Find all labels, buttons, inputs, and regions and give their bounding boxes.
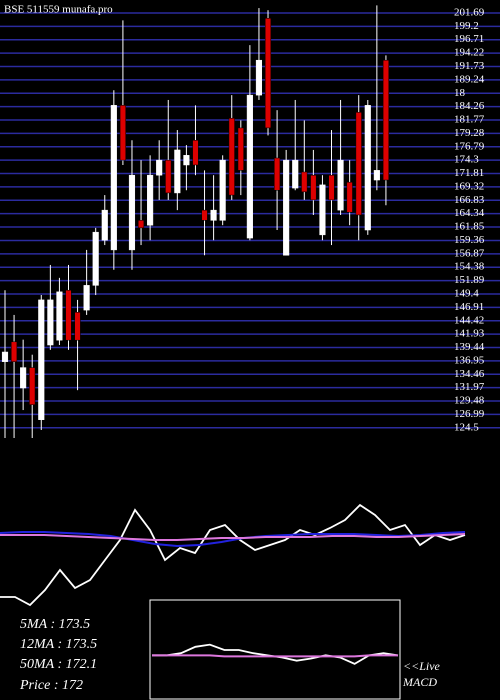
y-tick-label: 129.48 [454,395,485,407]
y-tick-label: 191.73 [454,60,485,72]
candle-body [219,159,226,221]
candle-body [119,105,126,161]
chart-title: BSE 511559 munafa.pro [4,4,113,16]
candle-body [11,341,18,362]
y-tick-label: 199.2 [454,20,479,32]
candle-body [156,159,163,176]
candle-body [237,127,244,171]
candle-body [283,159,290,256]
y-tick-label: 139.44 [454,341,485,353]
candle-body [65,289,72,341]
candle-body [373,170,380,181]
candle-body [264,18,272,129]
y-tick-label: 18 [454,87,466,99]
candle-body [301,171,308,193]
stat: Price : 172 [19,678,83,693]
macd-label: MACD [402,675,437,689]
y-tick-label: 144.42 [454,314,484,326]
candle-body [292,159,299,189]
candle-body [92,231,99,286]
candle-body [346,181,353,213]
candle-body [364,105,371,231]
y-tick-label: 124.5 [454,421,479,433]
candle-body [110,105,117,251]
indicator-line [0,531,466,548]
y-tick-label: 131.97 [454,381,485,393]
candle-body [183,155,190,166]
indicator-line [152,654,398,658]
y-tick-label: 146.91 [454,301,484,313]
y-tick-label: 126.99 [454,408,485,420]
stat: 12MA : 173.5 [20,637,97,652]
candle-body [20,367,27,389]
indicator-line [0,503,466,607]
y-tick-label: 201.69 [454,6,485,18]
candle-body [83,285,90,311]
candle-body [382,59,389,181]
y-tick-label: 196.71 [454,33,484,45]
y-tick-label: 156.87 [454,247,485,259]
candle-body [137,220,145,229]
candle-body [319,184,326,236]
y-tick-label: 181.77 [454,114,485,126]
candle-body [165,159,172,194]
y-tick-label: 136.95 [454,354,485,366]
candle-body [201,209,208,221]
y-tick-label: 149.4 [454,288,479,300]
candle-body [228,117,235,196]
candle-body [174,149,181,194]
stat: 50MA : 172.1 [20,657,97,672]
candle-body [147,174,154,226]
candle-body [29,367,36,405]
y-tick-label: 159.36 [454,234,485,246]
candle-body [337,159,344,211]
y-tick-label: 176.79 [454,140,485,152]
candle-body [192,140,199,166]
indicator-line [0,533,466,541]
candle-body [74,311,81,341]
candle-body [246,94,253,239]
y-tick-label: 179.28 [454,127,485,139]
y-tick-label: 174.3 [454,154,479,166]
y-tick-label: 164.34 [454,207,485,219]
live-link[interactable]: <<Live [403,659,441,673]
candle-body [255,59,263,96]
indicator-line [152,643,399,665]
y-tick-label: 151.89 [454,274,485,286]
y-tick-label: 161.85 [454,221,485,233]
candle-body [1,351,9,362]
y-tick-label: 171.81 [454,167,484,179]
y-tick-label: 189.24 [454,73,485,85]
candle-body [210,209,217,221]
y-tick-label: 166.83 [454,194,485,206]
macd-frame [149,599,401,700]
candle-body [47,299,54,346]
stat: 5MA : 173.5 [20,617,90,632]
y-tick-label: 184.26 [454,100,485,112]
y-tick-label: 141.93 [454,328,485,340]
y-tick-label: 134.46 [454,368,485,380]
candle-body [101,209,108,241]
candle-body [56,291,63,341]
candle-body [128,174,136,251]
candle-body [274,157,281,191]
y-tick-label: 194.22 [454,47,484,59]
candle-body [38,299,45,420]
y-tick-label: 154.38 [454,261,485,273]
candle-body [328,174,335,201]
candle-body [310,174,317,201]
y-tick-label: 169.32 [454,180,484,192]
candle-body [355,112,362,216]
